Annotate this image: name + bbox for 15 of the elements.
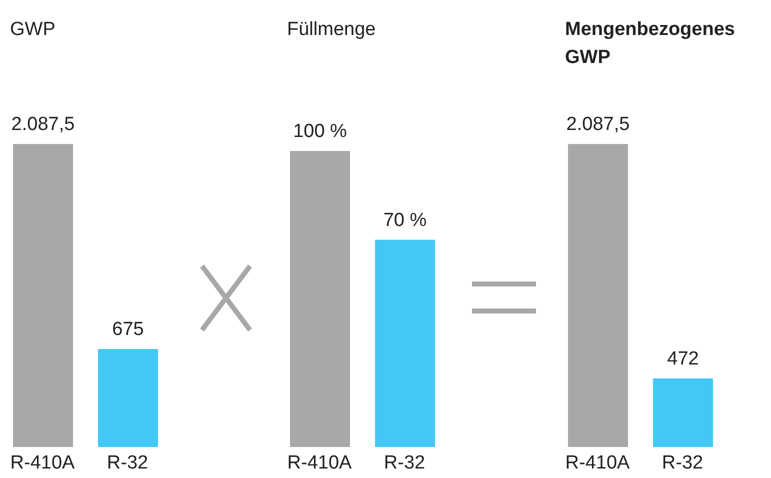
x-tick-label: R-410A bbox=[10, 452, 76, 474]
data-label: 2.087,5 bbox=[11, 114, 75, 135]
x-tick-label: R-410A bbox=[565, 452, 630, 474]
chart-title: Mengenbezogenes GWP bbox=[565, 18, 736, 70]
data-label: 100 % bbox=[293, 121, 348, 142]
chart-title: GWP bbox=[10, 18, 56, 42]
data-label: 472 bbox=[667, 348, 699, 370]
chart-title: Füllmenge bbox=[287, 18, 377, 42]
data-label: 675 bbox=[112, 319, 144, 340]
x-tick-label: R-410A bbox=[287, 452, 352, 474]
data-label: 2.087,5 bbox=[566, 114, 630, 135]
x-tick-label: R-32 bbox=[662, 452, 704, 474]
x-tick-label: R-32 bbox=[384, 452, 426, 474]
data-label: 70 % bbox=[383, 210, 427, 231]
x-tick-label: R-32 bbox=[106, 452, 148, 474]
